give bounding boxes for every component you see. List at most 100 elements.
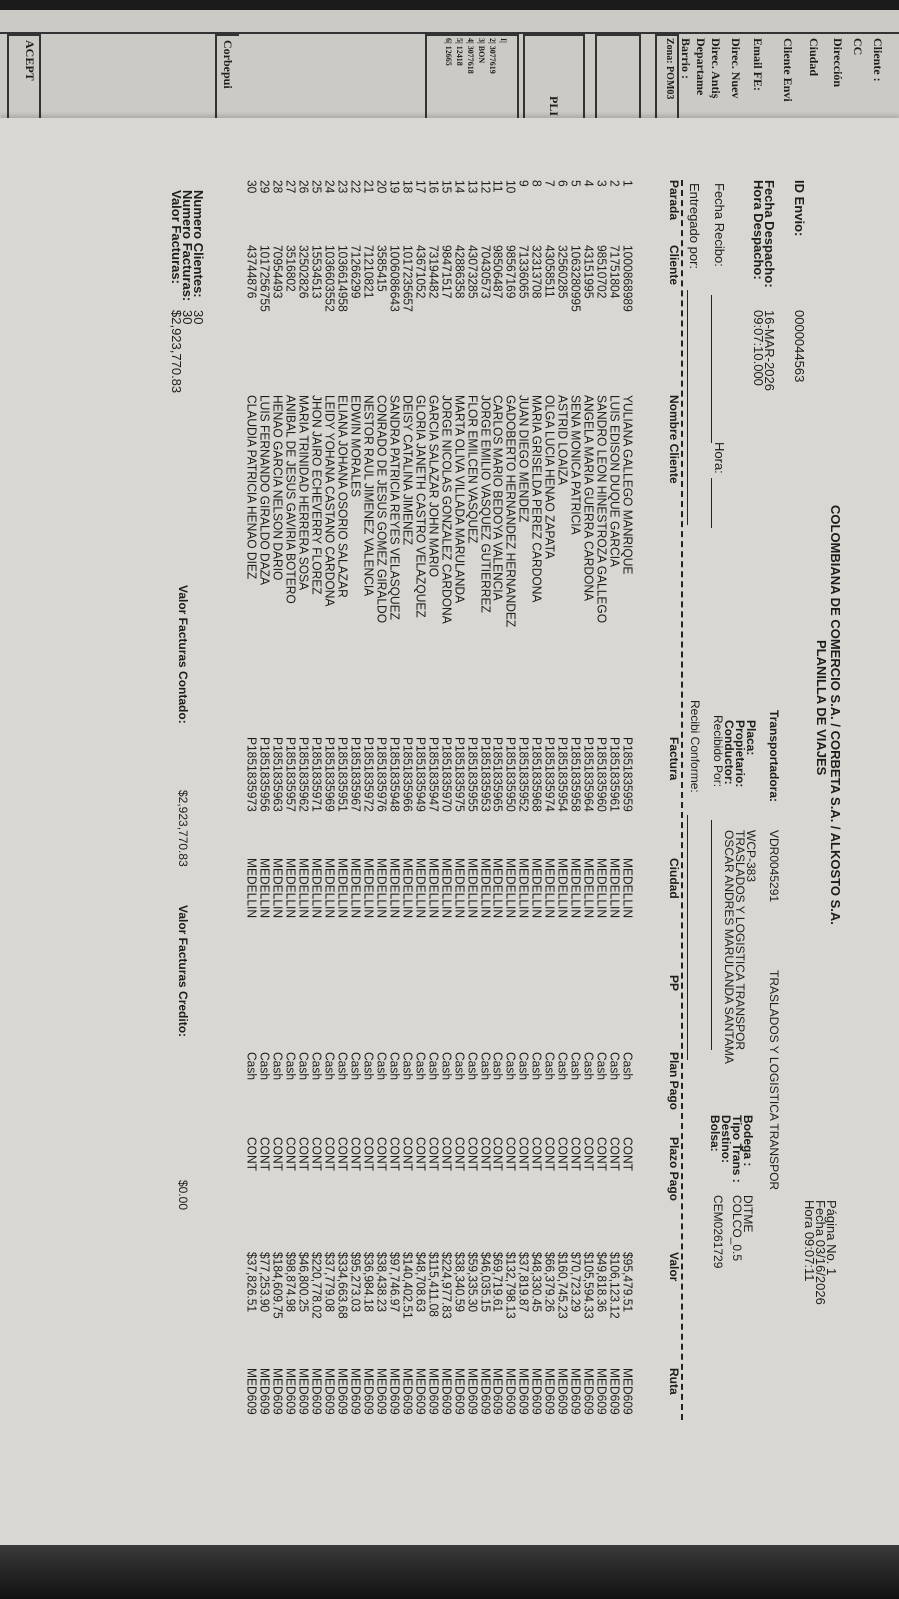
cell-cliente: 32560285 [555,245,571,299]
cell-valor: $37,779.08 [322,1252,338,1313]
table-row: 26 32502826 MARIA TRINIDAD HERRERA SOSA P18… [296,0,312,1500]
bolsa-value: CEM0261729 [711,1195,725,1269]
column-header-cliente: Cliente [667,245,681,286]
table-row: 29 1017256755 LUIS FERNANDO GIRALDO DAZA P1… [257,0,274,1500]
cell-parada: 22 [348,180,364,194]
cell-ciudad: MEDELLIN [581,858,597,919]
cell-parada: 30 [244,180,261,194]
cell-factura: P1851835951 [335,737,351,812]
conforme-line[interactable] [687,815,688,1060]
table-row: 19 1006086643 SANDRA PATRICIA REYES VELASQ… [387,0,402,1500]
cell-nombre-cliente: ELIANA JOHANA OSORIO SALAZAR [335,395,351,598]
cell-nombre-cliente: HENAO GARCIA NELSON DARIO [270,395,286,581]
print-time-label: Hora [802,1200,817,1229]
cell-ruta: MED609 [607,1368,623,1415]
cell-ciudad: MEDELLIN [607,858,623,919]
table-row: 5 1063280995 SENA MONICA PATRICIA P18518359… [568,0,584,1500]
cell-plazo-pago: CONT [257,1137,274,1171]
cell-factura: P1851835967 [348,737,364,812]
cell-nombre-cliente: MARIA TRINIDAD HERRERA SOSA [296,395,312,591]
cell-plan-pago: Cash [322,1052,338,1081]
table-row: 4 43151995 ANGELA MARIA GUERRA CARDONA P185… [581,0,597,1500]
cell-nombre-cliente: LEIDY YOHANA CASTANO CARDONA [322,395,338,607]
cell-plazo-pago: CONT [283,1137,299,1171]
conductor-value: OSCAR ANDRES MARULANDA SANTAMA [722,830,736,1064]
cell-plazo-pago: CONT [270,1137,286,1171]
cell-parada: 8 [529,180,545,187]
cell-ciudad: MEDELLIN [348,858,364,919]
label-ciudad: Ciudad [807,38,821,77]
cell-ciudad: MEDELLIN [335,858,351,919]
cell-factura: P1851835957 [283,737,299,812]
cell-plan-pago: Cash [594,1052,610,1081]
cell-plan-pago: Cash [348,1052,364,1081]
cell-cliente: 70954493 [270,245,286,299]
accept-label: ACEPT [23,40,37,81]
cell-cliente: 15534513 [309,245,325,299]
cell-parada: 4 [581,180,597,187]
cell-nombre-cliente: SENA MONICA PATRICIA [568,395,584,535]
cell-plazo-pago: CONT [568,1137,584,1171]
recibido-label: Recibido Por: [711,715,725,788]
cell-parada: 23 [335,180,351,194]
cell-plan-pago: Cash [542,1052,558,1081]
table-row: 8 32313708 MARIA GRISELDA PEREZ CARDONA P18… [529,0,545,1500]
cell-ruta: MED609 [335,1368,351,1415]
cell-ruta: MED609 [257,1368,274,1415]
transportadora-code: VDR0045291 [767,830,781,903]
label-direc-antigua: Direc. Antiş [709,38,723,99]
cell-parada: 5 [568,180,584,187]
cell-valor: $37,819.87 [516,1252,533,1313]
table-row: 10 98567169 GADOBERTO HERNANDEZ HERNANDEZ P… [503,0,520,1500]
cell-nombre-cliente: OLGA LUCIA HENAO ZAPATA [542,395,558,560]
table-row: 17 43671052 GLORIA JANETH CASTRO VELAZQUEZ… [413,0,428,1500]
cell-factura: P1851835954 [555,737,571,812]
fecha-recibo-line[interactable] [711,295,712,443]
cell-cliente: 43151995 [581,245,597,299]
cell-ruta: MED609 [309,1368,325,1415]
id-envio-value: 0000044563 [792,310,807,383]
cell-factura: P1851835962 [296,737,312,812]
table-row: 28 70954493 HENAO GARCIA NELSON DARIO P1851… [270,0,286,1500]
cell-ciudad: MEDELLIN [244,858,261,919]
cell-plazo-pago: CONT [348,1137,364,1171]
cell-parada: 10 [503,180,520,194]
hora-recibo-line[interactable] [711,478,712,528]
print-time: 09:07:11 [802,1231,817,1282]
cell-plan-pago: Cash [555,1052,571,1081]
cell-factura: P1851835960 [594,737,610,812]
valor-facturas-label: Valor Facturas: [169,190,184,284]
conforme-label: Recibi Conforme: [688,700,702,793]
cell-ruta: MED609 [244,1368,261,1415]
cell-cliente: 32502826 [296,245,312,299]
cell-factura: P1851835971 [309,737,325,812]
cell-ruta: MED609 [503,1368,520,1415]
cell-ruta: MED609 [348,1368,364,1415]
cell-ciudad: MEDELLIN [516,858,533,919]
column-header-nombre-cliente: Nombre Cliente [667,395,681,484]
cell-ruta: MED609 [555,1368,571,1415]
label-cc: CC [851,38,865,56]
cell-ruta: MED609 [529,1368,545,1415]
cell-plazo-pago: CONT [555,1137,571,1171]
cell-cliente: 71336065 [516,245,533,299]
corbepui-label: Corbepui [221,40,235,89]
cell-plan-pago: Cash [568,1052,584,1081]
recibido-line[interactable] [711,820,712,1050]
cell-valor: $95,273.03 [348,1252,364,1313]
cell-parada: 29 [257,180,274,194]
table-row: 27 3516802 ANIBAL DE JESUS GAVIRIA BOTERO P… [283,0,299,1500]
credito-value: $0.00 [176,1180,190,1211]
cell-valor: $77,253.90 [257,1252,274,1313]
cell-plan-pago: Cash [257,1052,274,1081]
contado-label: Valor Facturas Contado: [176,585,190,724]
cell-plan-pago: Cash [581,1052,597,1081]
cell-cliente: 43744876 [244,245,261,299]
table-row: 22 71266299 EDWIN MORALES P1851835967 MEDELL… [348,0,364,1500]
entregado-line[interactable] [687,290,688,525]
cell-plazo-pago: CONT [529,1137,545,1171]
cell-plazo-pago: CONT [516,1137,533,1171]
cell-cliente: 98567169 [503,245,520,299]
cell-parada: 6 [555,180,571,187]
cell-factura: P1851835963 [270,737,286,812]
